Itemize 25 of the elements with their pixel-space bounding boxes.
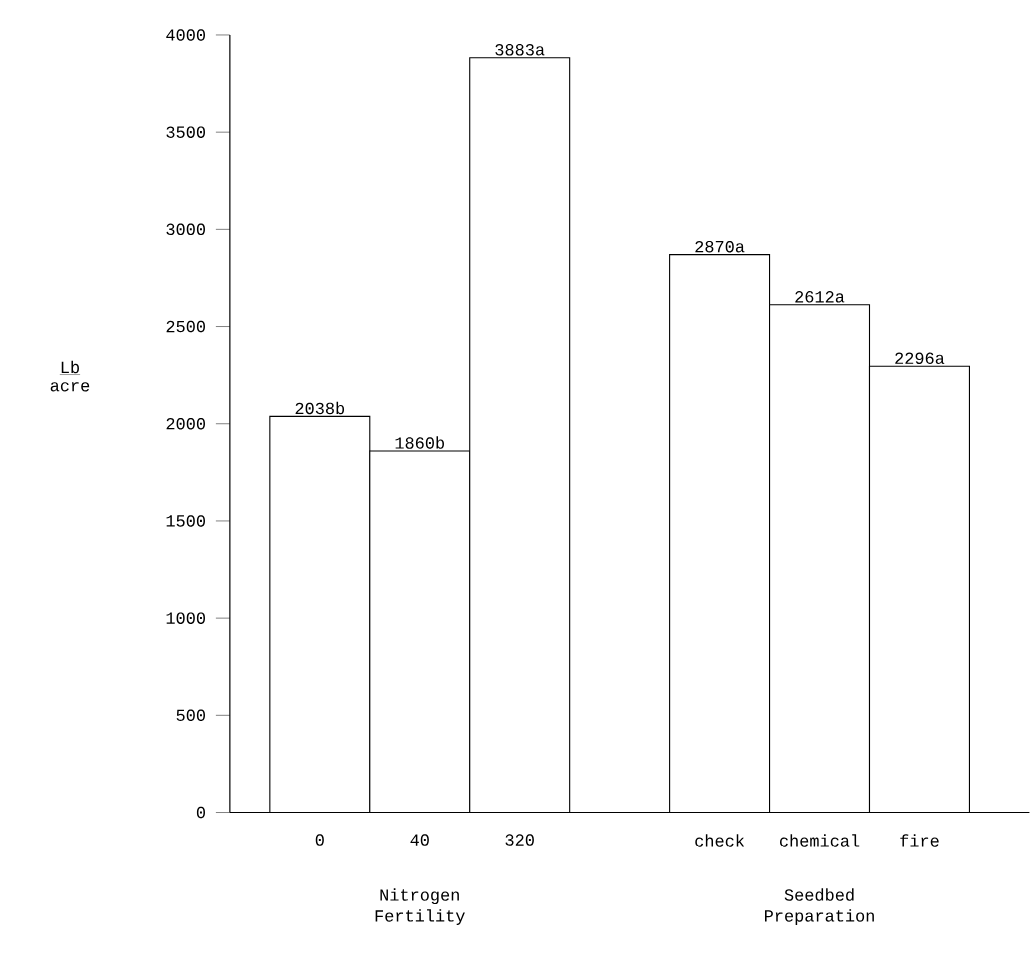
x-tick-label: check — [695, 834, 745, 847]
y-tick-label: 3000 — [166, 223, 205, 235]
text: acre — [50, 381, 90, 392]
y-tick-label: 1000 — [166, 612, 205, 624]
x-tick-label: 0 — [315, 834, 324, 846]
data-label: 3883a — [495, 43, 545, 56]
y-tick-label: 4000 — [166, 29, 205, 41]
y-tick-label: 2000 — [166, 417, 205, 430]
data-label: 2038b — [295, 401, 345, 414]
x-tick-label: chemical — [779, 834, 860, 847]
y-tick-label: 500 — [176, 709, 205, 721]
y-tick-label: 0 — [196, 806, 205, 819]
text: Lb — [61, 360, 79, 373]
y-tick-label: 1500 — [166, 514, 205, 527]
data-label: 2296a — [895, 352, 945, 364]
text: Nitrogen Fertility — [375, 888, 465, 925]
x-tick-label: 320 — [505, 834, 534, 846]
data-label: 2612a — [795, 290, 845, 303]
y-tick-label: 2500 — [166, 320, 205, 333]
y-tick-label: 3500 — [166, 126, 205, 138]
text: Seedbed Preparation — [765, 888, 874, 925]
x-tick-label: 40 — [410, 834, 429, 846]
data-label: 1860b — [395, 436, 444, 449]
x-tick-label: fire — [900, 834, 939, 847]
data-label: 2870a — [695, 240, 745, 253]
